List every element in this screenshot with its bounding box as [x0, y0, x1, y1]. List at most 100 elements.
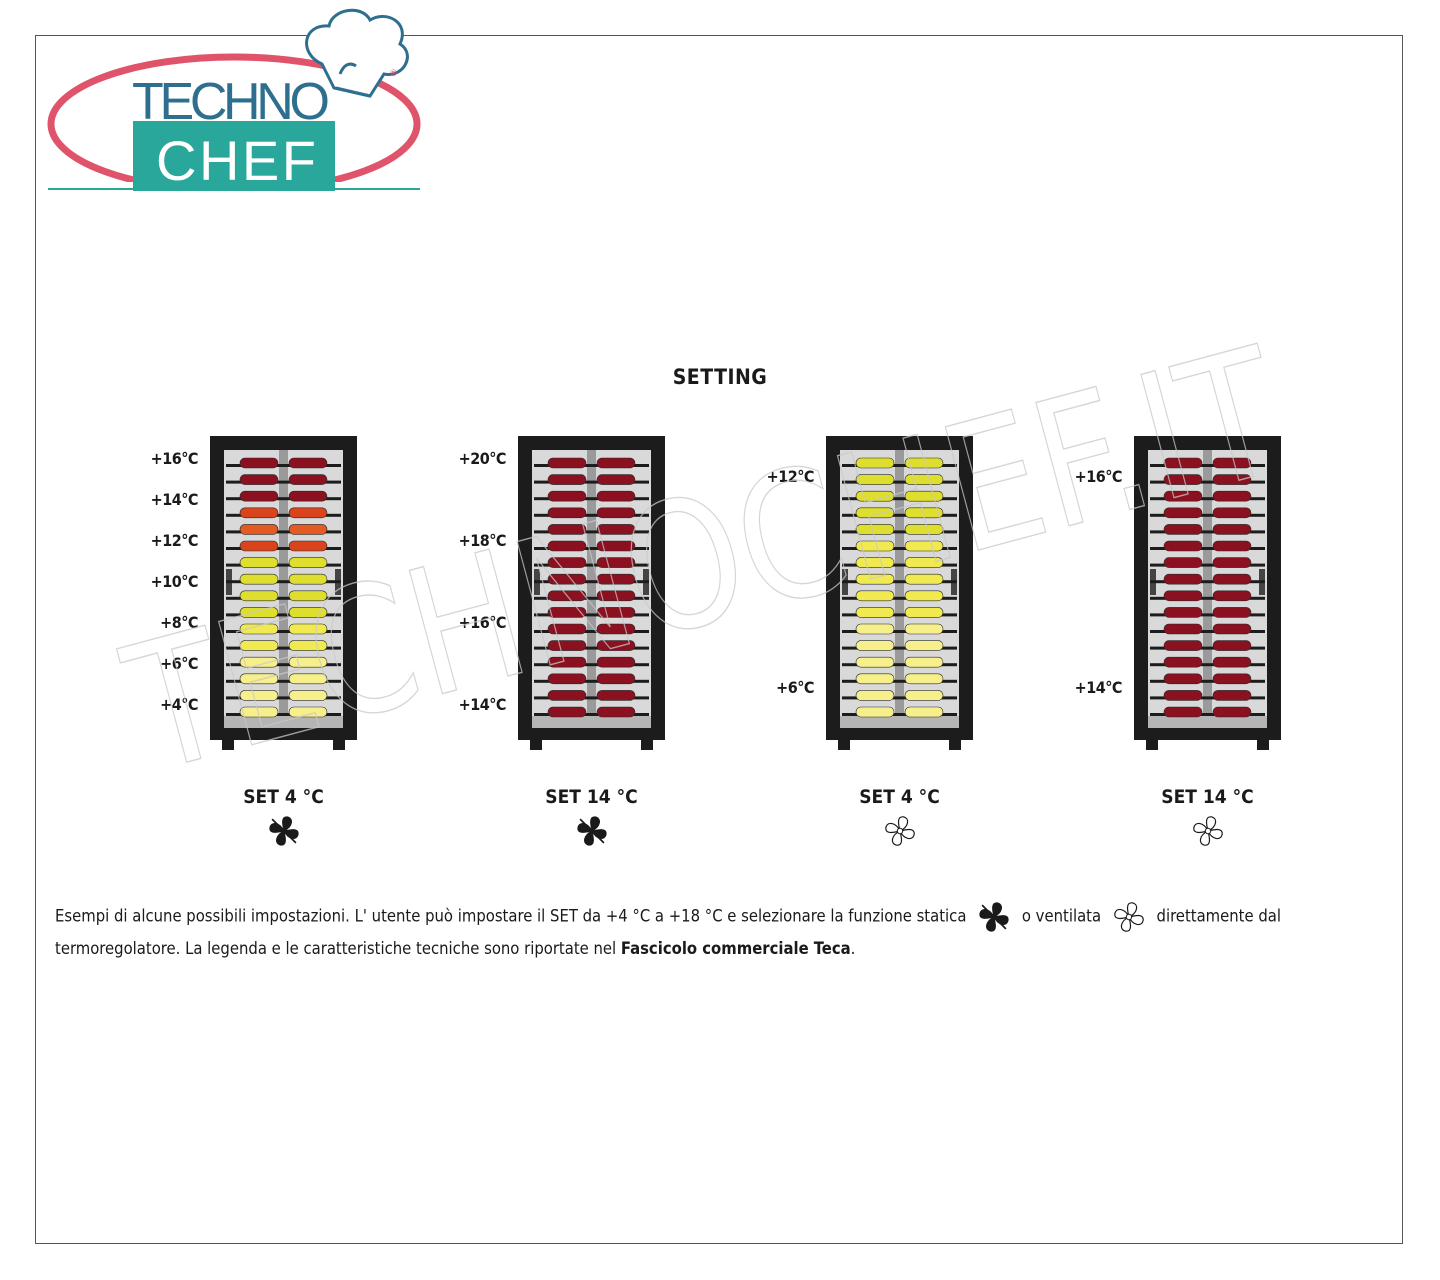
wine-cabinet [518, 436, 665, 750]
rack-line [534, 480, 649, 484]
caption-part1: Esempi di alcune possibili impostazioni.… [55, 906, 967, 926]
rack-line [1150, 630, 1265, 633]
bottle [1163, 590, 1203, 602]
rack-line [226, 580, 341, 584]
rack-line [226, 663, 341, 667]
rack-line [226, 630, 341, 633]
rack-line [226, 464, 341, 467]
rack-line [842, 596, 957, 600]
bottle [1163, 524, 1203, 535]
rack-line [226, 547, 341, 550]
bottle [1163, 656, 1203, 668]
bottle [547, 540, 587, 552]
bottle [239, 590, 279, 602]
bottle [547, 690, 587, 701]
bottle [1212, 690, 1252, 701]
bottle [1212, 490, 1252, 502]
bottle [1163, 557, 1203, 568]
bottle [1212, 590, 1252, 602]
rack-line [1150, 563, 1265, 567]
bottle [1163, 540, 1203, 552]
bottle [1212, 640, 1252, 651]
bottle [547, 573, 587, 585]
bottle [596, 490, 636, 502]
bottle [855, 457, 895, 469]
bottle [288, 524, 328, 535]
temperature-label: +4°C [160, 695, 198, 714]
bottle [1212, 507, 1252, 519]
bottle [904, 656, 944, 668]
temperature-label: +18°C [458, 531, 507, 550]
bottle [904, 623, 944, 635]
bottle [1212, 474, 1252, 485]
rack-line [842, 497, 957, 501]
bottle [547, 673, 587, 685]
bottle [596, 557, 636, 568]
static-fan-icon [576, 816, 607, 846]
rack-line [1150, 613, 1265, 617]
cabinet-unit-3: +12°C +6°C SET 4 °C [756, 436, 1076, 856]
rack-line [534, 696, 649, 700]
rack-line [1150, 679, 1265, 683]
temperature-label: +6°C [776, 678, 814, 697]
bottle [547, 656, 587, 668]
temperature-label: +16°C [458, 613, 507, 632]
bottle [855, 474, 895, 485]
bottle [855, 507, 895, 519]
set-temperature-label: SET 4 °C [859, 786, 940, 808]
rack-line [1150, 646, 1265, 650]
technochef-logo: TECHNO CHEF ® [44, 8, 434, 204]
rack-line [842, 464, 957, 467]
rack-line [842, 630, 957, 633]
bottle [596, 507, 636, 519]
rack-line [534, 713, 649, 716]
set-temperature-label: SET 4 °C [243, 786, 324, 808]
bottle [1163, 640, 1203, 651]
bottle [904, 573, 944, 585]
rack-line [226, 513, 341, 517]
bottle [596, 673, 636, 685]
bottle [1212, 540, 1252, 552]
bottle [1212, 673, 1252, 685]
rack-line [842, 696, 957, 700]
caption-text: Esempi di alcune possibili impostazioni.… [55, 900, 1400, 963]
cabinet-base-shelf [840, 716, 959, 728]
rack-line [534, 679, 649, 683]
bottle [1163, 573, 1203, 585]
temperature-label: +20°C [458, 449, 507, 468]
bottle [904, 640, 944, 651]
bottle [288, 557, 328, 568]
bottle [288, 507, 328, 519]
bottle [596, 623, 636, 635]
bottle [1163, 507, 1203, 519]
ventilated-fan-icon [884, 816, 915, 846]
rack-line [1150, 513, 1265, 517]
logo-chef-text: CHEF [156, 129, 316, 192]
rack-line [534, 513, 649, 517]
bottle [904, 474, 944, 485]
temperature-label: +12°C [150, 531, 199, 550]
bottle [596, 656, 636, 668]
rack-line [226, 713, 341, 716]
bottle [904, 540, 944, 552]
bottle [547, 706, 587, 718]
bottle [1163, 490, 1203, 502]
rack-line [842, 646, 957, 650]
temperature-label: +6°C [160, 654, 198, 673]
bottle [288, 640, 328, 651]
rack-line [534, 563, 649, 567]
caption-part2: o ventilata [1021, 906, 1102, 926]
bottle [1163, 690, 1203, 701]
bottle [239, 607, 279, 618]
bottle [288, 607, 328, 618]
bottle [855, 607, 895, 618]
bottle [596, 706, 636, 718]
rack-line [534, 547, 649, 550]
bottle [855, 690, 895, 701]
ventilated-fan-icon [1192, 816, 1223, 846]
bottle [1212, 524, 1252, 535]
rack-line [1150, 497, 1265, 501]
bottle [855, 640, 895, 651]
bottle [904, 507, 944, 519]
wine-cabinet [1134, 436, 1281, 750]
